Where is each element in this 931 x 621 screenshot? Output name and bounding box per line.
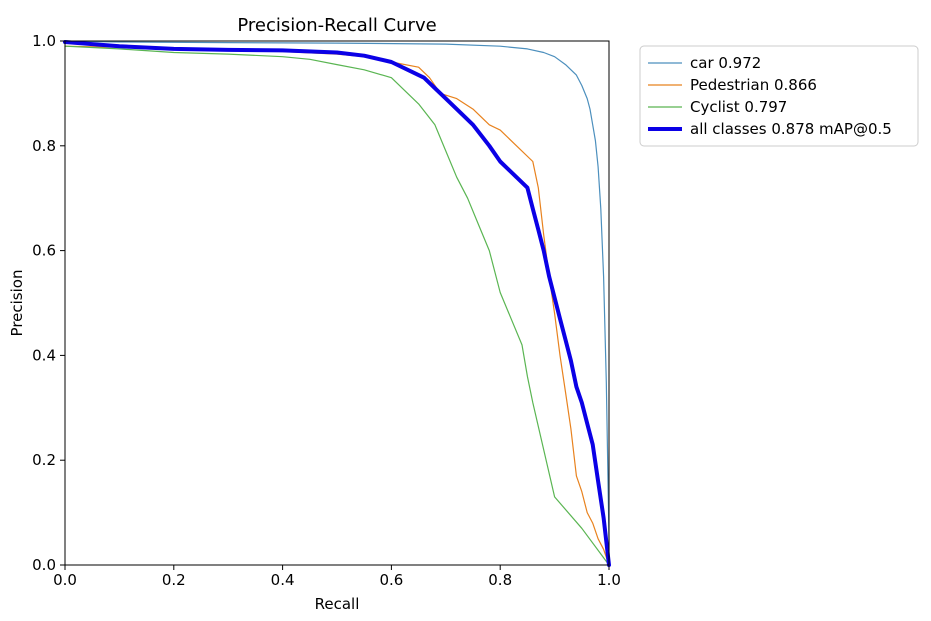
legend-label: Cyclist 0.797: [690, 98, 787, 116]
x-tick-label: 0.0: [53, 571, 77, 589]
legend: car 0.972 Pedestrian 0.866 Cyclist 0.797 al…: [639, 45, 919, 147]
series-line-all-classes: [63, 40, 611, 567]
y-axis: 0.0 0.2 0.4 0.6 0.8 1.0: [32, 32, 65, 574]
y-axis-label: Precision: [8, 270, 26, 337]
plot-frame: [64, 40, 610, 566]
y-tick-label: 1.0: [32, 32, 56, 50]
legend-entries: car 0.972 Pedestrian 0.866 Cyclist 0.797 al…: [648, 54, 892, 138]
x-tick-label: 0.8: [488, 571, 512, 589]
series-line-pedestrian: [64, 45, 610, 566]
x-axis-label: Recall: [315, 595, 360, 613]
y-tick-label: 0.2: [32, 451, 56, 469]
y-tick-label: 0.8: [32, 137, 56, 155]
legend-label: Pedestrian 0.866: [690, 76, 817, 94]
x-tick-label: 0.6: [379, 571, 403, 589]
x-tick-label: 1.0: [597, 571, 621, 589]
legend-label: car 0.972: [690, 54, 761, 72]
x-tick-label: 0.2: [162, 571, 186, 589]
chart-title: Precision-Recall Curve: [237, 15, 436, 36]
x-axis: 0.0 0.2 0.4 0.6 0.8 1.0: [53, 565, 621, 589]
y-tick-label: 0.0: [32, 556, 56, 574]
y-tick-label: 0.4: [32, 346, 56, 364]
y-tick-label: 0.6: [32, 242, 56, 260]
series-line-car: [64, 40, 610, 566]
x-tick-label: 0.4: [271, 571, 295, 589]
series-line-cyclist: [64, 45, 610, 566]
legend-box: [639, 45, 919, 147]
series-layer: [63, 40, 611, 567]
legend-label: all classes 0.878 mAP@0.5: [690, 120, 892, 138]
